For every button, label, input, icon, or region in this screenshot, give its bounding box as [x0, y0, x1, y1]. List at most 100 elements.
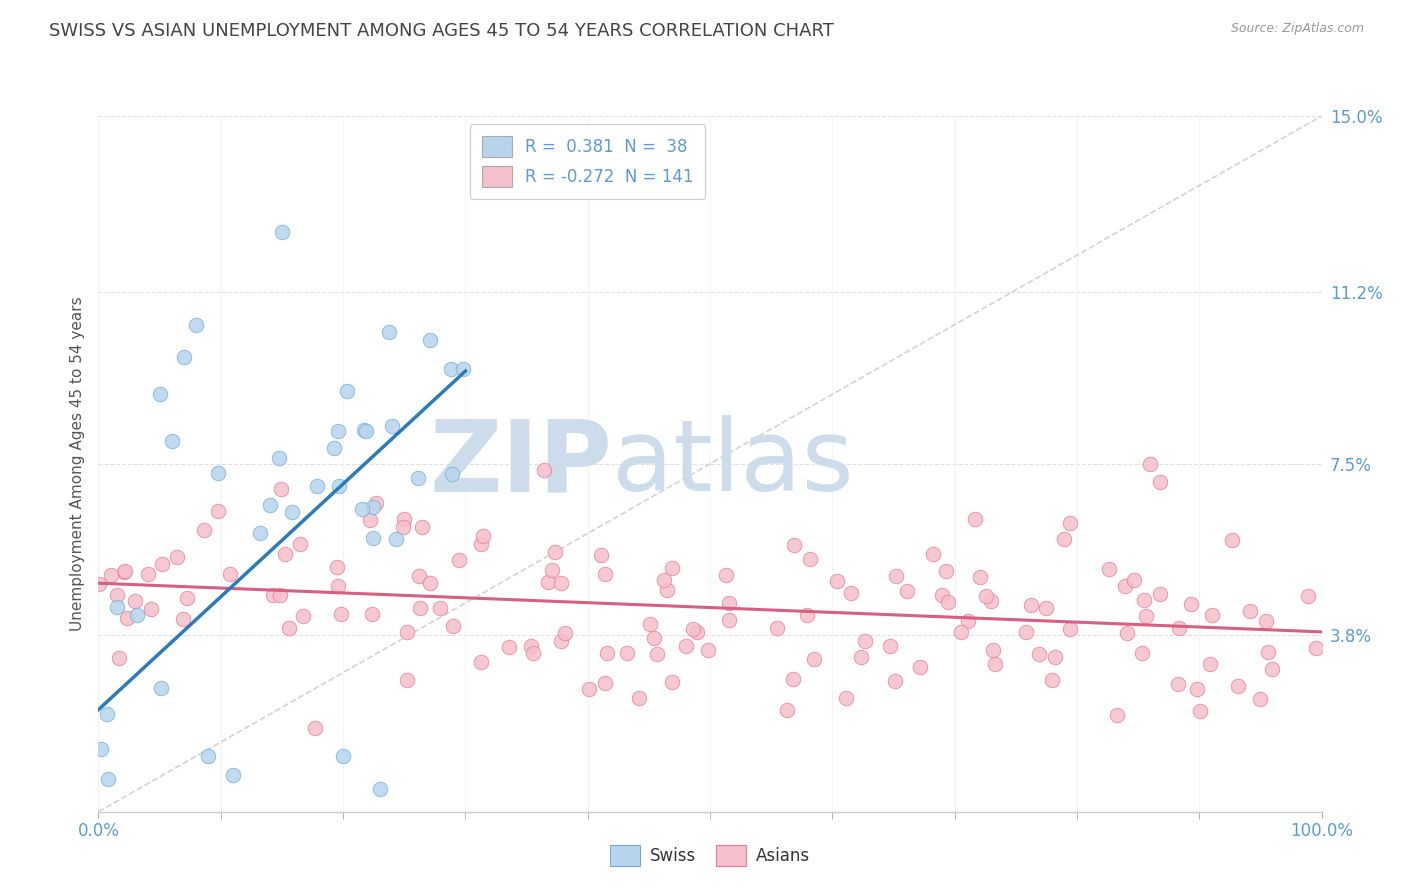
- Point: [851, 649, 873, 664]
- Point: [222, 767, 245, 781]
- Point: [1220, 533, 1243, 548]
- Point: [408, 470, 430, 484]
- Point: [350, 501, 373, 516]
- Point: [1256, 614, 1278, 628]
- Point: [645, 647, 668, 661]
- Point: [950, 625, 973, 640]
- Point: [544, 545, 567, 559]
- Point: [87, 576, 110, 591]
- Point: [269, 588, 291, 602]
- Point: [853, 633, 876, 648]
- Point: [361, 531, 384, 545]
- Point: [107, 651, 129, 665]
- Point: [368, 781, 391, 796]
- Point: [262, 588, 284, 602]
- Point: [381, 418, 404, 433]
- Point: [419, 333, 441, 347]
- Point: [984, 657, 1007, 671]
- Point: [1035, 601, 1057, 615]
- Point: [470, 655, 492, 669]
- Point: [550, 575, 572, 590]
- Point: [207, 466, 229, 480]
- Point: [440, 362, 463, 376]
- Point: [661, 675, 683, 690]
- Point: [124, 593, 146, 607]
- Point: [682, 622, 704, 636]
- Point: [150, 681, 173, 696]
- Point: [1053, 533, 1076, 547]
- Point: [1114, 579, 1136, 593]
- Point: [117, 611, 139, 625]
- Point: [896, 584, 918, 599]
- Point: [957, 614, 980, 628]
- Point: [364, 496, 387, 510]
- Point: [935, 564, 957, 578]
- Point: [1028, 647, 1050, 661]
- Y-axis label: Unemployment Among Ages 45 to 54 years: Unemployment Among Ages 45 to 54 years: [69, 296, 84, 632]
- Point: [470, 536, 492, 550]
- Point: [447, 553, 470, 567]
- Point: [326, 559, 349, 574]
- Point: [112, 565, 135, 579]
- Point: [839, 586, 862, 600]
- Point: [150, 558, 173, 572]
- Point: [714, 568, 737, 582]
- Text: SWISS VS ASIAN UNEMPLOYMENT AMONG AGES 45 TO 54 YEARS CORRELATION CHART: SWISS VS ASIAN UNEMPLOYMENT AMONG AGES 4…: [49, 22, 834, 40]
- Point: [396, 625, 419, 640]
- Point: [328, 479, 350, 493]
- Point: [408, 569, 430, 583]
- Point: [304, 721, 326, 735]
- Point: [411, 520, 433, 534]
- Point: [307, 479, 329, 493]
- Point: [330, 607, 353, 621]
- Point: [96, 706, 118, 721]
- Point: [249, 525, 271, 540]
- Point: [974, 589, 997, 603]
- Point: [578, 682, 600, 697]
- Point: [1305, 641, 1327, 656]
- Point: [1135, 608, 1157, 623]
- Point: [361, 500, 384, 515]
- Point: [498, 640, 520, 655]
- Point: [90, 742, 112, 756]
- Point: [825, 574, 848, 589]
- Point: [799, 552, 821, 566]
- Point: [550, 633, 572, 648]
- Text: ZIP: ZIP: [429, 416, 612, 512]
- Point: [652, 573, 675, 587]
- Point: [336, 384, 359, 398]
- Point: [1180, 597, 1202, 611]
- Point: [176, 591, 198, 605]
- Point: [1239, 604, 1261, 618]
- Point: [796, 608, 818, 623]
- Point: [969, 570, 991, 584]
- Point: [326, 578, 349, 592]
- Point: [1188, 704, 1211, 718]
- Point: [1040, 673, 1063, 688]
- Point: [471, 528, 494, 542]
- Point: [1149, 475, 1171, 489]
- Point: [616, 646, 638, 660]
- Point: [172, 612, 194, 626]
- Point: [273, 547, 295, 561]
- Point: [686, 625, 709, 640]
- Point: [643, 631, 665, 645]
- Point: [107, 599, 129, 614]
- Point: [197, 749, 219, 764]
- Point: [392, 519, 415, 533]
- Point: [136, 567, 159, 582]
- Point: [1123, 573, 1146, 587]
- Point: [149, 387, 172, 401]
- Point: [332, 749, 354, 764]
- Point: [1105, 708, 1128, 723]
- Point: [441, 619, 464, 633]
- Point: [139, 602, 162, 616]
- Point: [1115, 626, 1137, 640]
- Point: [1261, 662, 1284, 676]
- Point: [114, 564, 136, 578]
- Point: [661, 561, 683, 575]
- Point: [718, 613, 741, 627]
- Point: [166, 549, 188, 564]
- Point: [782, 538, 804, 552]
- Point: [160, 434, 183, 448]
